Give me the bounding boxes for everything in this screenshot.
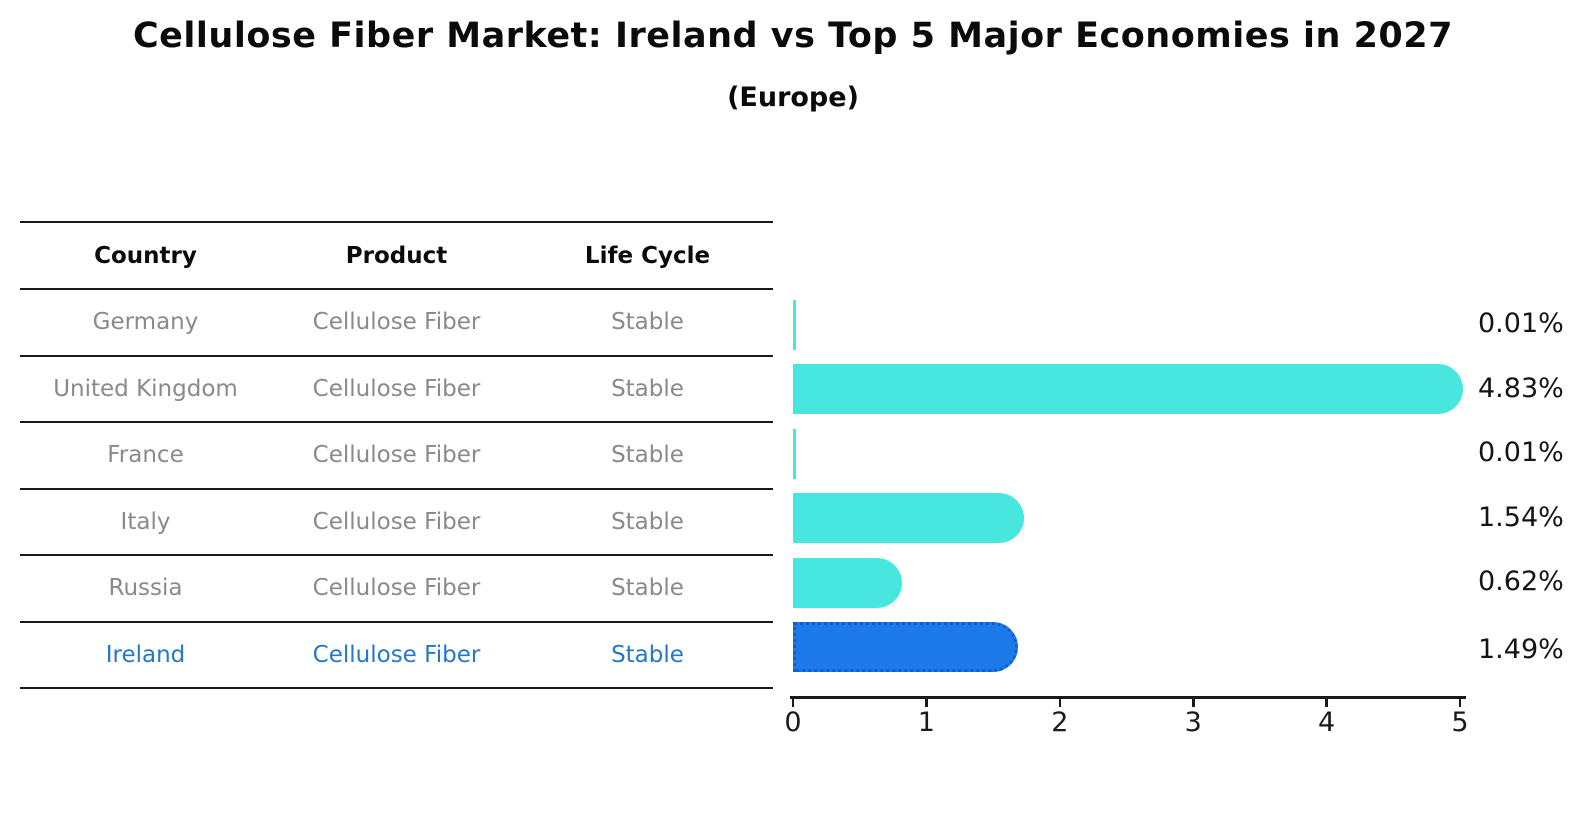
country-cell: Germany xyxy=(92,309,199,336)
bar-row xyxy=(793,557,1460,608)
x-tick-label: 5 xyxy=(1451,707,1469,738)
x-tick-label: 1 xyxy=(917,707,935,738)
country-cell: Ireland xyxy=(105,641,186,668)
bar-row xyxy=(793,364,1464,414)
product-cell: Cellulose Fiber xyxy=(312,309,481,336)
life-cycle-cell: Stable xyxy=(611,442,684,469)
life-cycle-cell: Stable xyxy=(611,309,684,336)
table-row: United Kingdom Cellulose Fiber Stable xyxy=(20,357,773,423)
table-header-row: Country Product Life Cycle xyxy=(20,223,773,290)
x-tick xyxy=(791,698,795,707)
x-tick xyxy=(1458,698,1462,707)
x-tick xyxy=(1058,698,1062,707)
product-cell: Cellulose Fiber xyxy=(312,508,481,535)
country-cell: Italy xyxy=(120,508,171,535)
country-cell: Russia xyxy=(108,575,183,602)
country-cell: France xyxy=(107,442,184,469)
value-label: 0.62% xyxy=(1478,566,1564,597)
value-label: 0.01% xyxy=(1478,437,1564,468)
country-cell: United Kingdom xyxy=(53,375,238,402)
value-label: 1.49% xyxy=(1478,634,1564,665)
table-row: Italy Cellulose Fiber Stable xyxy=(20,490,773,556)
x-tick-label: 3 xyxy=(1184,707,1202,738)
bar-row xyxy=(793,493,1460,543)
product-cell: Cellulose Fiber xyxy=(312,575,481,602)
x-tick-label: 2 xyxy=(1051,707,1069,738)
bar-row xyxy=(793,428,1460,479)
x-tick xyxy=(925,698,928,707)
value-label: 1.54% xyxy=(1478,501,1564,533)
column-header-product: Product xyxy=(345,242,448,269)
bar xyxy=(793,557,902,608)
x-tick xyxy=(1192,698,1195,707)
chart-subtitle: (Europe) xyxy=(727,82,859,113)
table-row: France Cellulose Fiber Stable xyxy=(20,423,773,490)
bar xyxy=(793,493,1025,543)
product-cell: Cellulose Fiber xyxy=(312,641,481,668)
country-table: Country Product Life Cycle Germany Cellu… xyxy=(20,221,773,689)
bar xyxy=(793,622,1018,672)
value-label: 0.01% xyxy=(1478,308,1564,339)
table-row: Ireland Cellulose Fiber Stable xyxy=(20,623,773,689)
column-header-country: Country xyxy=(94,242,197,269)
bar xyxy=(793,364,1464,414)
chart-title: Cellulose Fiber Market: Ireland vs Top 5… xyxy=(133,16,1453,56)
life-cycle-cell: Stable xyxy=(611,575,684,602)
bar-row xyxy=(793,622,1460,672)
table-row: Germany Cellulose Fiber Stable xyxy=(20,290,773,357)
table-row: Russia Cellulose Fiber Stable xyxy=(20,556,773,623)
life-cycle-cell: Stable xyxy=(611,641,684,668)
x-tick-label: 4 xyxy=(1318,707,1336,738)
bar xyxy=(793,299,796,350)
bar-row xyxy=(793,299,1460,350)
x-axis-line xyxy=(790,696,1466,699)
column-header-life-cycle: Life Cycle xyxy=(584,242,711,269)
life-cycle-cell: Stable xyxy=(611,375,684,402)
bar xyxy=(793,428,796,479)
product-cell: Cellulose Fiber xyxy=(312,442,481,469)
x-tick-label: 0 xyxy=(784,707,802,738)
product-cell: Cellulose Fiber xyxy=(312,375,481,402)
value-label: 4.83% xyxy=(1478,372,1564,404)
x-tick xyxy=(1325,698,1328,707)
life-cycle-cell: Stable xyxy=(611,508,684,535)
